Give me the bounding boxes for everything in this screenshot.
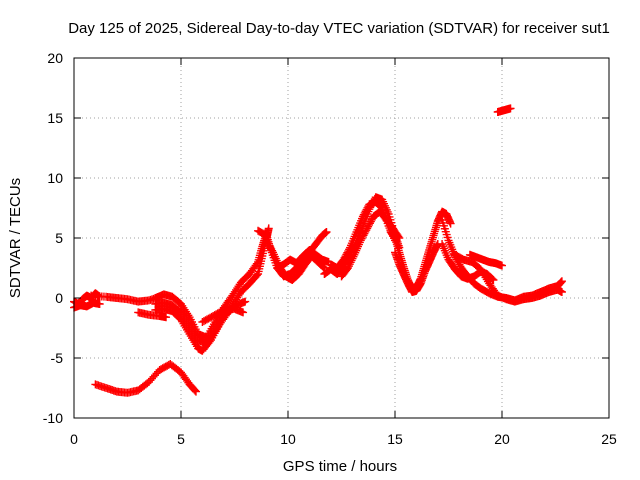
data-point: [362, 226, 371, 235]
data-point: [361, 227, 370, 236]
data-point: [343, 248, 352, 257]
data-point: [346, 258, 355, 267]
series-arc-21: [465, 250, 506, 270]
series-arc-7: [151, 229, 271, 342]
y-tick-label: 20: [47, 50, 63, 66]
x-tick-label: 10: [280, 431, 296, 447]
data-point: [363, 224, 372, 233]
data-point: [348, 254, 357, 263]
data-point: [366, 217, 375, 226]
x-axis-label: GPS time / hours: [283, 458, 397, 475]
data-point: [268, 246, 277, 255]
data-point: [356, 236, 365, 245]
axis-ticks: [73, 57, 610, 419]
series-arc-2: [70, 298, 104, 312]
series-arc-5: [134, 308, 171, 322]
data-point: [191, 386, 200, 395]
data-point: [263, 238, 272, 247]
grid-lines: [74, 58, 609, 418]
y-axis-label: SDTVAR / TECUs: [7, 178, 24, 298]
data-point: [162, 313, 171, 322]
data-point: [339, 255, 348, 264]
data-point: [364, 222, 373, 231]
x-tick-label: 0: [70, 431, 78, 447]
data-point: [506, 104, 515, 113]
y-tick-label: 10: [47, 170, 63, 186]
data-point: [341, 252, 350, 261]
data-point: [241, 297, 250, 306]
tick-labels: 0 5 10 15 20 25 -10 -5 0 5 10 15 20: [43, 50, 617, 447]
series-arc-9: [198, 304, 248, 326]
series-arc-4: [91, 360, 200, 397]
y-tick-label: -10: [43, 410, 63, 426]
data-point: [265, 241, 274, 250]
series-arc-17: [391, 240, 442, 296]
data-point: [184, 311, 193, 320]
x-tick-label: 25: [601, 431, 617, 447]
data-point: [358, 212, 367, 221]
data-point: [359, 210, 368, 219]
data-point: [349, 252, 358, 261]
y-tick-label: 15: [47, 110, 63, 126]
data-point: [446, 219, 455, 228]
series-arc-12: [273, 246, 333, 272]
data-points: [70, 104, 566, 397]
data-point: [489, 276, 498, 284]
x-tick-label: 15: [387, 431, 403, 447]
series-arc-20: [450, 250, 566, 306]
data-point: [95, 300, 104, 308]
data-point: [340, 253, 349, 262]
data-point: [343, 264, 352, 272]
y-tick-label: 0: [55, 290, 63, 306]
data-point: [557, 277, 566, 286]
data-point: [252, 271, 261, 280]
data-point: [361, 207, 370, 216]
data-point: [262, 236, 271, 245]
series-arc-3: [87, 291, 164, 306]
data-point: [252, 259, 261, 268]
series-arc-15: [337, 207, 404, 281]
data-point: [360, 208, 369, 217]
data-point: [267, 244, 276, 253]
data-point: [357, 234, 366, 243]
data-point: [358, 232, 367, 241]
chart-title: Day 125 of 2025, Sidereal Day-to-day VTE…: [68, 20, 610, 37]
data-point: [239, 308, 248, 317]
y-tick-label: -5: [51, 350, 64, 366]
data-point: [344, 247, 353, 256]
data-point: [498, 261, 506, 270]
data-point: [557, 288, 566, 296]
data-point: [365, 220, 374, 229]
data-point: [191, 387, 200, 396]
data-point: [347, 256, 356, 265]
y-tick-label: 5: [55, 230, 63, 246]
data-point: [344, 262, 353, 271]
data-point: [367, 215, 376, 224]
x-tick-label: 20: [494, 431, 510, 447]
data-point: [319, 263, 328, 272]
series-arc-22: [493, 104, 515, 116]
data-point: [342, 250, 351, 259]
data-point: [362, 205, 371, 214]
data-point: [264, 239, 273, 248]
x-tick-label: 5: [177, 431, 185, 447]
data-point: [455, 260, 464, 269]
data-point: [345, 245, 354, 254]
data-point: [365, 219, 374, 228]
data-point: [322, 228, 331, 236]
data-point: [264, 224, 273, 233]
data-point: [360, 229, 369, 238]
data-point: [359, 231, 368, 240]
series-arc-11: [262, 236, 329, 284]
data-point: [345, 260, 354, 269]
data-point: [266, 243, 275, 252]
